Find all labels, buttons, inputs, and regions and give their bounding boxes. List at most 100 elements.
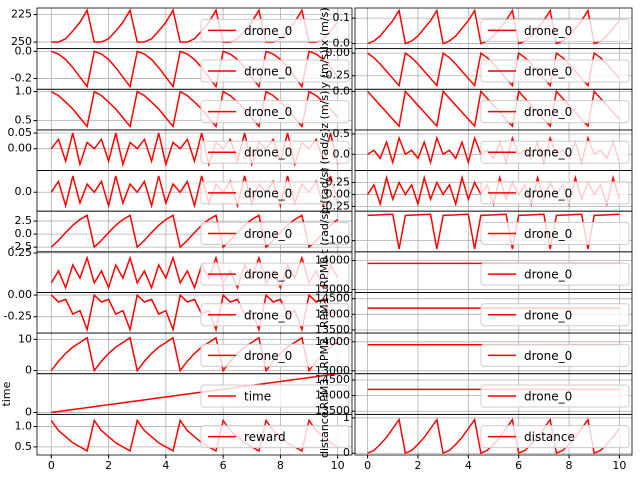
legend-label: drone_0 xyxy=(244,146,292,160)
y-tick-label: 14000 xyxy=(315,389,350,402)
legend: drone_0 xyxy=(480,100,630,124)
x-tick-label: 6 xyxy=(515,459,522,472)
legend-label: drone_0 xyxy=(244,64,292,78)
x-tick-label: 6 xyxy=(220,459,227,472)
y-tick-label: -0.25 xyxy=(322,199,350,212)
legend-box xyxy=(480,181,630,205)
legend: drone_0 xyxy=(200,140,350,164)
legend-label: distance xyxy=(524,430,575,444)
legend-box xyxy=(200,140,350,164)
y-axis-label: RPM3 xyxy=(318,379,331,410)
legend-box xyxy=(200,18,350,42)
legend-label: drone_0 xyxy=(524,390,572,404)
y-tick-label: 0.0 xyxy=(15,185,33,198)
legend-label: drone_0 xyxy=(244,24,292,38)
subplot: 0 10 drone_0 xyxy=(18,332,353,377)
y-tick-label: -0.2 xyxy=(11,71,32,84)
x-tick-label: 2 xyxy=(414,459,421,472)
y-axis-label: RPM1 xyxy=(318,297,331,328)
x-tick-label: 8 xyxy=(566,459,573,472)
legend: drone_0 xyxy=(200,59,350,83)
y-tick-label: 1.0 xyxy=(15,85,33,98)
y-tick-label: 14500 xyxy=(315,292,350,305)
legend: drone_0 xyxy=(480,384,630,408)
legend-box xyxy=(200,222,350,245)
legend: drone_0 xyxy=(480,140,630,164)
legend-label: drone_0 xyxy=(524,227,572,241)
y-axis-label: t (rad/s) xyxy=(318,209,331,253)
legend: drone_0 xyxy=(200,18,350,42)
y-axis-label: r (rad/s) xyxy=(318,128,331,172)
legend-box xyxy=(480,222,630,245)
subplot: 225 250 drone_0 xyxy=(11,8,353,50)
legend-label: drone_0 xyxy=(244,308,292,322)
legend-box xyxy=(480,140,630,164)
legend: distance xyxy=(480,425,630,449)
y-tick-label: 0 xyxy=(25,405,32,418)
y-tick-label: 2.5 xyxy=(15,214,33,227)
y-tick-label: 0.0 xyxy=(15,227,33,240)
y-tick-label: 0.00 xyxy=(8,142,33,155)
y-tick-label: -2.5 xyxy=(11,240,32,253)
axes-frame xyxy=(36,413,353,456)
x-tick-label: 4 xyxy=(162,459,169,472)
y-tick-label: -0.25 xyxy=(4,310,32,323)
y-tick-label: -0.25 xyxy=(322,69,350,82)
legend: drone_0 xyxy=(480,303,630,327)
y-tick-label: 13500 xyxy=(315,323,350,336)
y-tick-label: 1.0 xyxy=(15,420,33,433)
y-axis-label: distance xyxy=(318,411,331,458)
y-tick-label: 250 xyxy=(11,35,32,48)
y-axis-label: RPM0 xyxy=(318,257,331,288)
y-tick-label: 0.1 xyxy=(333,11,351,24)
y-axis-label: time xyxy=(0,381,13,406)
subplot: 0.0z (m/s) drone_0 xyxy=(318,84,633,131)
legend: time xyxy=(200,384,350,408)
legend-box xyxy=(480,343,630,367)
legend-box xyxy=(480,425,630,449)
legend: drone_0 xyxy=(200,343,350,367)
legend-box xyxy=(200,343,350,367)
legend-label: drone_0 xyxy=(524,146,572,160)
y-tick-label: 0 xyxy=(25,364,32,377)
subplot: 0.0 0.1lx (m/s) drone_0 xyxy=(318,7,633,50)
legend-box xyxy=(480,303,630,327)
y-tick-label: 0.25 xyxy=(326,175,351,188)
y-tick-label: 1 xyxy=(343,411,350,424)
legend-box xyxy=(200,384,350,408)
subplot: -0.2 0.0 drone_0 xyxy=(11,44,353,90)
legend: drone_0 xyxy=(200,262,350,286)
legend: drone_0 xyxy=(200,303,350,327)
y-tick-label: 14000 xyxy=(315,307,350,320)
x-tick-label: 10 xyxy=(612,459,626,472)
y-tick-label: 0.0 xyxy=(333,37,351,50)
x-tick-label: 0 xyxy=(364,459,371,472)
y-tick-label: 13000 xyxy=(315,283,350,296)
y-tick-label: 14000 xyxy=(315,335,350,348)
legend-box xyxy=(200,262,350,286)
legend-label: drone_0 xyxy=(244,186,292,200)
legend-label: drone_0 xyxy=(524,64,572,78)
plot-area xyxy=(367,213,620,250)
x-tick-label: 0 xyxy=(48,459,55,472)
y-axis-label: RPM2 xyxy=(318,338,331,369)
y-tick-label: 0.5 xyxy=(333,127,351,140)
legend: drone_0 xyxy=(480,59,630,83)
subplot: 0.0 drone_0 xyxy=(15,170,353,212)
legend: drone_0 xyxy=(480,343,630,367)
legend-label: time xyxy=(244,390,271,404)
y-axis-label: lx (m/s) xyxy=(318,7,331,49)
subplot: 0.0 0.5r (rad/s) drone_0 xyxy=(318,127,633,172)
y-tick-label: 0.5 xyxy=(15,114,33,127)
y-tick-label: 0.0 xyxy=(15,44,33,57)
y-tick-label: 0.0 xyxy=(333,147,351,160)
subplot: 0 time time xyxy=(0,373,353,418)
legend-label: drone_0 xyxy=(524,24,572,38)
legend-box xyxy=(200,59,350,83)
y-tick-label: 0.00 xyxy=(326,46,351,59)
